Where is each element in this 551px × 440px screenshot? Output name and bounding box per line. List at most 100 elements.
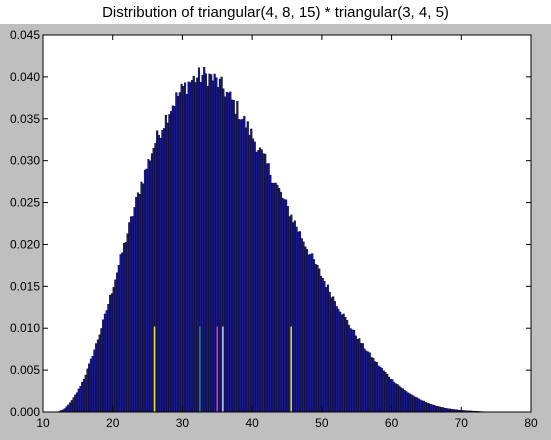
histogram-bar [81, 381, 84, 413]
histogram-bar [286, 206, 289, 413]
histogram-bar [335, 306, 338, 413]
histogram-bar [318, 268, 321, 413]
histogram-bar [177, 95, 180, 413]
y-tick-label: 0.045 [10, 28, 40, 42]
histogram-bar [231, 99, 234, 413]
histogram-bar [283, 199, 286, 413]
histogram-bar [147, 159, 150, 413]
histogram-bar [440, 407, 443, 413]
histogram-bar [232, 100, 235, 413]
histogram-bar [84, 374, 87, 413]
histogram-bar [342, 313, 345, 413]
histogram-bar [429, 404, 432, 413]
histogram-bar [372, 357, 375, 413]
histogram-bar [433, 405, 436, 413]
histogram-bar [337, 308, 340, 413]
histogram-bar [116, 272, 119, 413]
histogram-bar [426, 402, 429, 413]
histogram-bar [431, 404, 434, 413]
histogram-bar [434, 405, 438, 413]
histogram-bar [403, 389, 406, 413]
histogram-bar [189, 82, 192, 413]
histogram-bar [234, 113, 237, 413]
histogram-bar [211, 80, 214, 413]
histogram-bar [135, 196, 138, 413]
x-axis: 10 20 30 40 50 60 70 80 [36, 35, 538, 430]
histogram-bar [260, 149, 263, 413]
histogram-bar [72, 397, 75, 413]
histogram-bar [145, 168, 148, 413]
histogram-bar [124, 241, 127, 413]
histogram-bar [393, 382, 396, 413]
histogram-bar [171, 105, 174, 413]
histogram-bar [272, 182, 275, 413]
histogram-bar [93, 349, 96, 413]
histogram-bar [419, 399, 422, 413]
histogram-bar [281, 197, 284, 413]
histogram-bar [299, 231, 302, 413]
histogram-bar [65, 406, 68, 413]
histogram-bar [190, 79, 194, 413]
y-tick-label: 0.005 [10, 363, 40, 377]
histogram-bar [194, 82, 197, 413]
histogram-bar [102, 319, 105, 413]
histogram-bar [156, 130, 159, 413]
histogram-bar [136, 192, 140, 413]
histogram-bar [267, 163, 270, 413]
histogram-bar [225, 91, 228, 413]
histogram-bar [196, 77, 199, 413]
histogram-bar [271, 182, 274, 413]
marker-lines [153, 326, 292, 412]
histogram-bar [119, 254, 122, 413]
histogram-bar [201, 74, 204, 413]
histogram-bar [305, 249, 309, 413]
histogram-bar [105, 310, 108, 413]
histogram-bar [74, 394, 77, 413]
axes-border [42, 34, 532, 413]
histogram-bar [356, 339, 359, 413]
histogram-bar [370, 357, 373, 413]
histogram-bar [187, 81, 190, 413]
histogram-bar [394, 383, 397, 413]
histogram-bar [396, 384, 399, 413]
histogram-bar [89, 358, 92, 413]
histogram-bar [227, 92, 230, 413]
histogram-bar [340, 314, 343, 413]
histogram-bar [107, 304, 110, 413]
histogram-bar [285, 199, 288, 413]
histogram-bar [251, 138, 255, 413]
x-tick-label: 40 [245, 416, 259, 430]
histogram-bar [86, 368, 89, 413]
histogram-bar [321, 277, 324, 413]
x-tick-label: 30 [176, 416, 190, 430]
histogram-bar [330, 297, 333, 413]
histogram-bar [415, 397, 418, 413]
histogram-bar [366, 351, 370, 413]
histogram-bar [250, 128, 253, 413]
histogram-bar [244, 127, 248, 413]
histogram-bar [314, 264, 317, 413]
histogram-bar [203, 67, 206, 413]
histogram-bar [170, 111, 173, 413]
histogram-bar [288, 216, 291, 413]
histogram-bar [276, 184, 279, 413]
y-tick-label: 0.030 [10, 154, 40, 168]
histogram-bar [319, 275, 323, 413]
histogram-bar [133, 207, 136, 413]
histogram-bar [328, 291, 331, 413]
histogram-bar [122, 243, 126, 413]
histogram-bar [368, 352, 371, 413]
histogram-bar [436, 406, 439, 413]
histogram-bar [311, 253, 314, 413]
histogram-bar [121, 252, 124, 413]
histogram-bar [332, 296, 335, 413]
histogram-bar [400, 387, 403, 413]
histogram-bar [246, 121, 249, 413]
histogram-bar [441, 407, 445, 413]
histogram-bar [300, 238, 303, 413]
histogram-bar [112, 287, 115, 413]
y-tick-label: 0.000 [10, 405, 40, 419]
y-tick-label: 0.035 [10, 112, 40, 126]
histogram-bar [414, 396, 417, 413]
histogram-bar [326, 284, 330, 413]
